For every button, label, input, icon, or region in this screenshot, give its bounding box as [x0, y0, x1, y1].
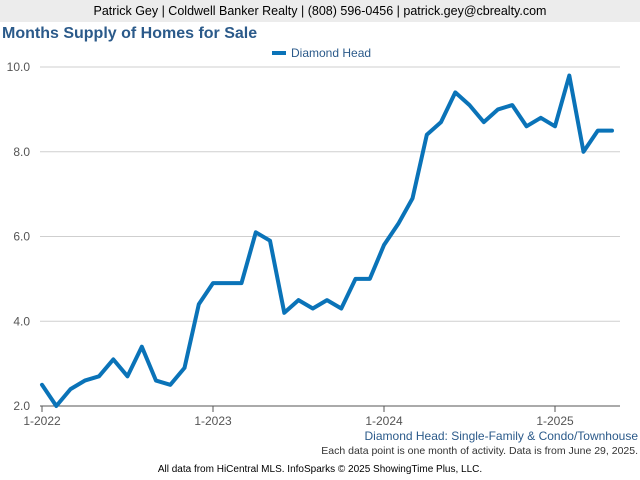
data-point	[468, 103, 472, 107]
data-point	[396, 222, 400, 226]
data-point	[197, 302, 201, 306]
data-point	[610, 129, 614, 133]
data-point	[354, 277, 358, 281]
data-point	[368, 277, 372, 281]
data-point	[168, 383, 172, 387]
chart-note: Each data point is one month of activity…	[321, 445, 638, 457]
y-tick-label: 10.0	[7, 60, 31, 74]
data-point	[83, 379, 87, 383]
contact-header: Patrick Gey | Coldwell Banker Realty | (…	[0, 0, 640, 22]
data-point	[325, 298, 329, 302]
data-point	[69, 387, 73, 391]
series-line-diamond-head	[40, 73, 614, 408]
x-tick-label: 1-2024	[365, 414, 403, 428]
data-point	[425, 133, 429, 137]
data-point	[240, 281, 244, 285]
y-tick-label: 6.0	[13, 230, 30, 244]
data-point	[567, 73, 571, 77]
data-point	[339, 307, 343, 311]
y-tick-label: 8.0	[13, 145, 30, 159]
y-tick-label: 2.0	[13, 399, 30, 413]
data-point	[525, 124, 529, 128]
data-point	[111, 357, 115, 361]
contact-text: Patrick Gey | Coldwell Banker Realty | (…	[93, 4, 547, 18]
chart-title: Months Supply of Homes for Sale	[2, 25, 258, 42]
data-point	[510, 103, 514, 107]
data-point	[154, 379, 158, 383]
data-point	[382, 243, 386, 247]
data-point	[539, 116, 543, 120]
data-point	[553, 124, 557, 128]
x-tick-label: 1-2022	[23, 414, 61, 428]
data-point	[482, 120, 486, 124]
data-point	[54, 404, 58, 408]
data-point	[40, 383, 44, 387]
chart-legend: Diamond Head	[272, 46, 371, 60]
data-point	[453, 90, 457, 94]
data-point	[582, 150, 586, 154]
data-point	[297, 298, 301, 302]
data-point	[268, 239, 272, 243]
y-tick-label: 4.0	[13, 314, 30, 328]
data-point	[596, 129, 600, 133]
data-point	[254, 230, 258, 234]
data-point	[126, 374, 130, 378]
legend-label: Diamond Head	[291, 46, 372, 60]
data-point	[282, 311, 286, 315]
x-tick-label: 1-2025	[536, 414, 574, 428]
data-point	[140, 345, 144, 349]
x-tick-label: 1-2023	[194, 414, 232, 428]
legend-swatch	[272, 51, 286, 55]
data-point	[411, 196, 415, 200]
data-point	[311, 307, 315, 311]
data-point	[183, 366, 187, 370]
chart-footer: All data from HiCentral MLS. InfoSparks …	[157, 464, 483, 475]
data-point	[496, 107, 500, 111]
data-point	[439, 120, 443, 124]
data-point	[225, 281, 229, 285]
data-point	[97, 374, 101, 378]
chart-subtitle: Diamond Head: Single-Family & Condo/Town…	[364, 429, 638, 443]
data-point	[211, 281, 215, 285]
